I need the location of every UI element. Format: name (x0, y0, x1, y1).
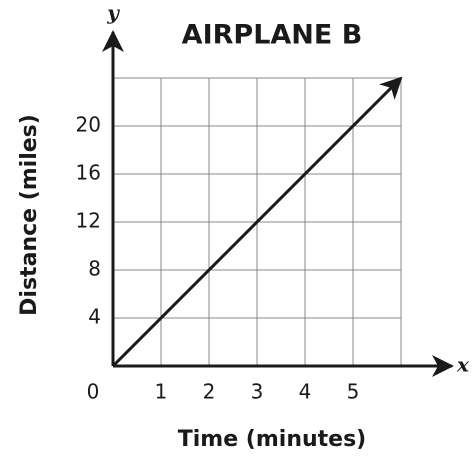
x-tick-label: 5 (347, 380, 360, 404)
chart-title: AIRPLANE B (182, 20, 363, 51)
x-tick-label: 4 (299, 380, 312, 404)
y-tick-label: 4 (88, 305, 101, 329)
y-axis-symbol: y (106, 1, 120, 25)
y-axis-label: Distance (miles) (17, 114, 42, 316)
x-tick-label: 3 (251, 380, 264, 404)
x-tick-label: 0 (87, 380, 100, 404)
x-axis-label: Time (minutes) (178, 427, 366, 452)
data-line (111, 76, 403, 368)
y-tick-label: 8 (88, 257, 101, 281)
y-tick-label: 12 (76, 209, 101, 233)
x-tick-label: 2 (203, 380, 216, 404)
x-axis-symbol: x (456, 353, 470, 377)
y-tick-label: 16 (76, 161, 101, 185)
x-tick-label: 1 (155, 380, 168, 404)
y-tick-label: 20 (76, 113, 101, 137)
